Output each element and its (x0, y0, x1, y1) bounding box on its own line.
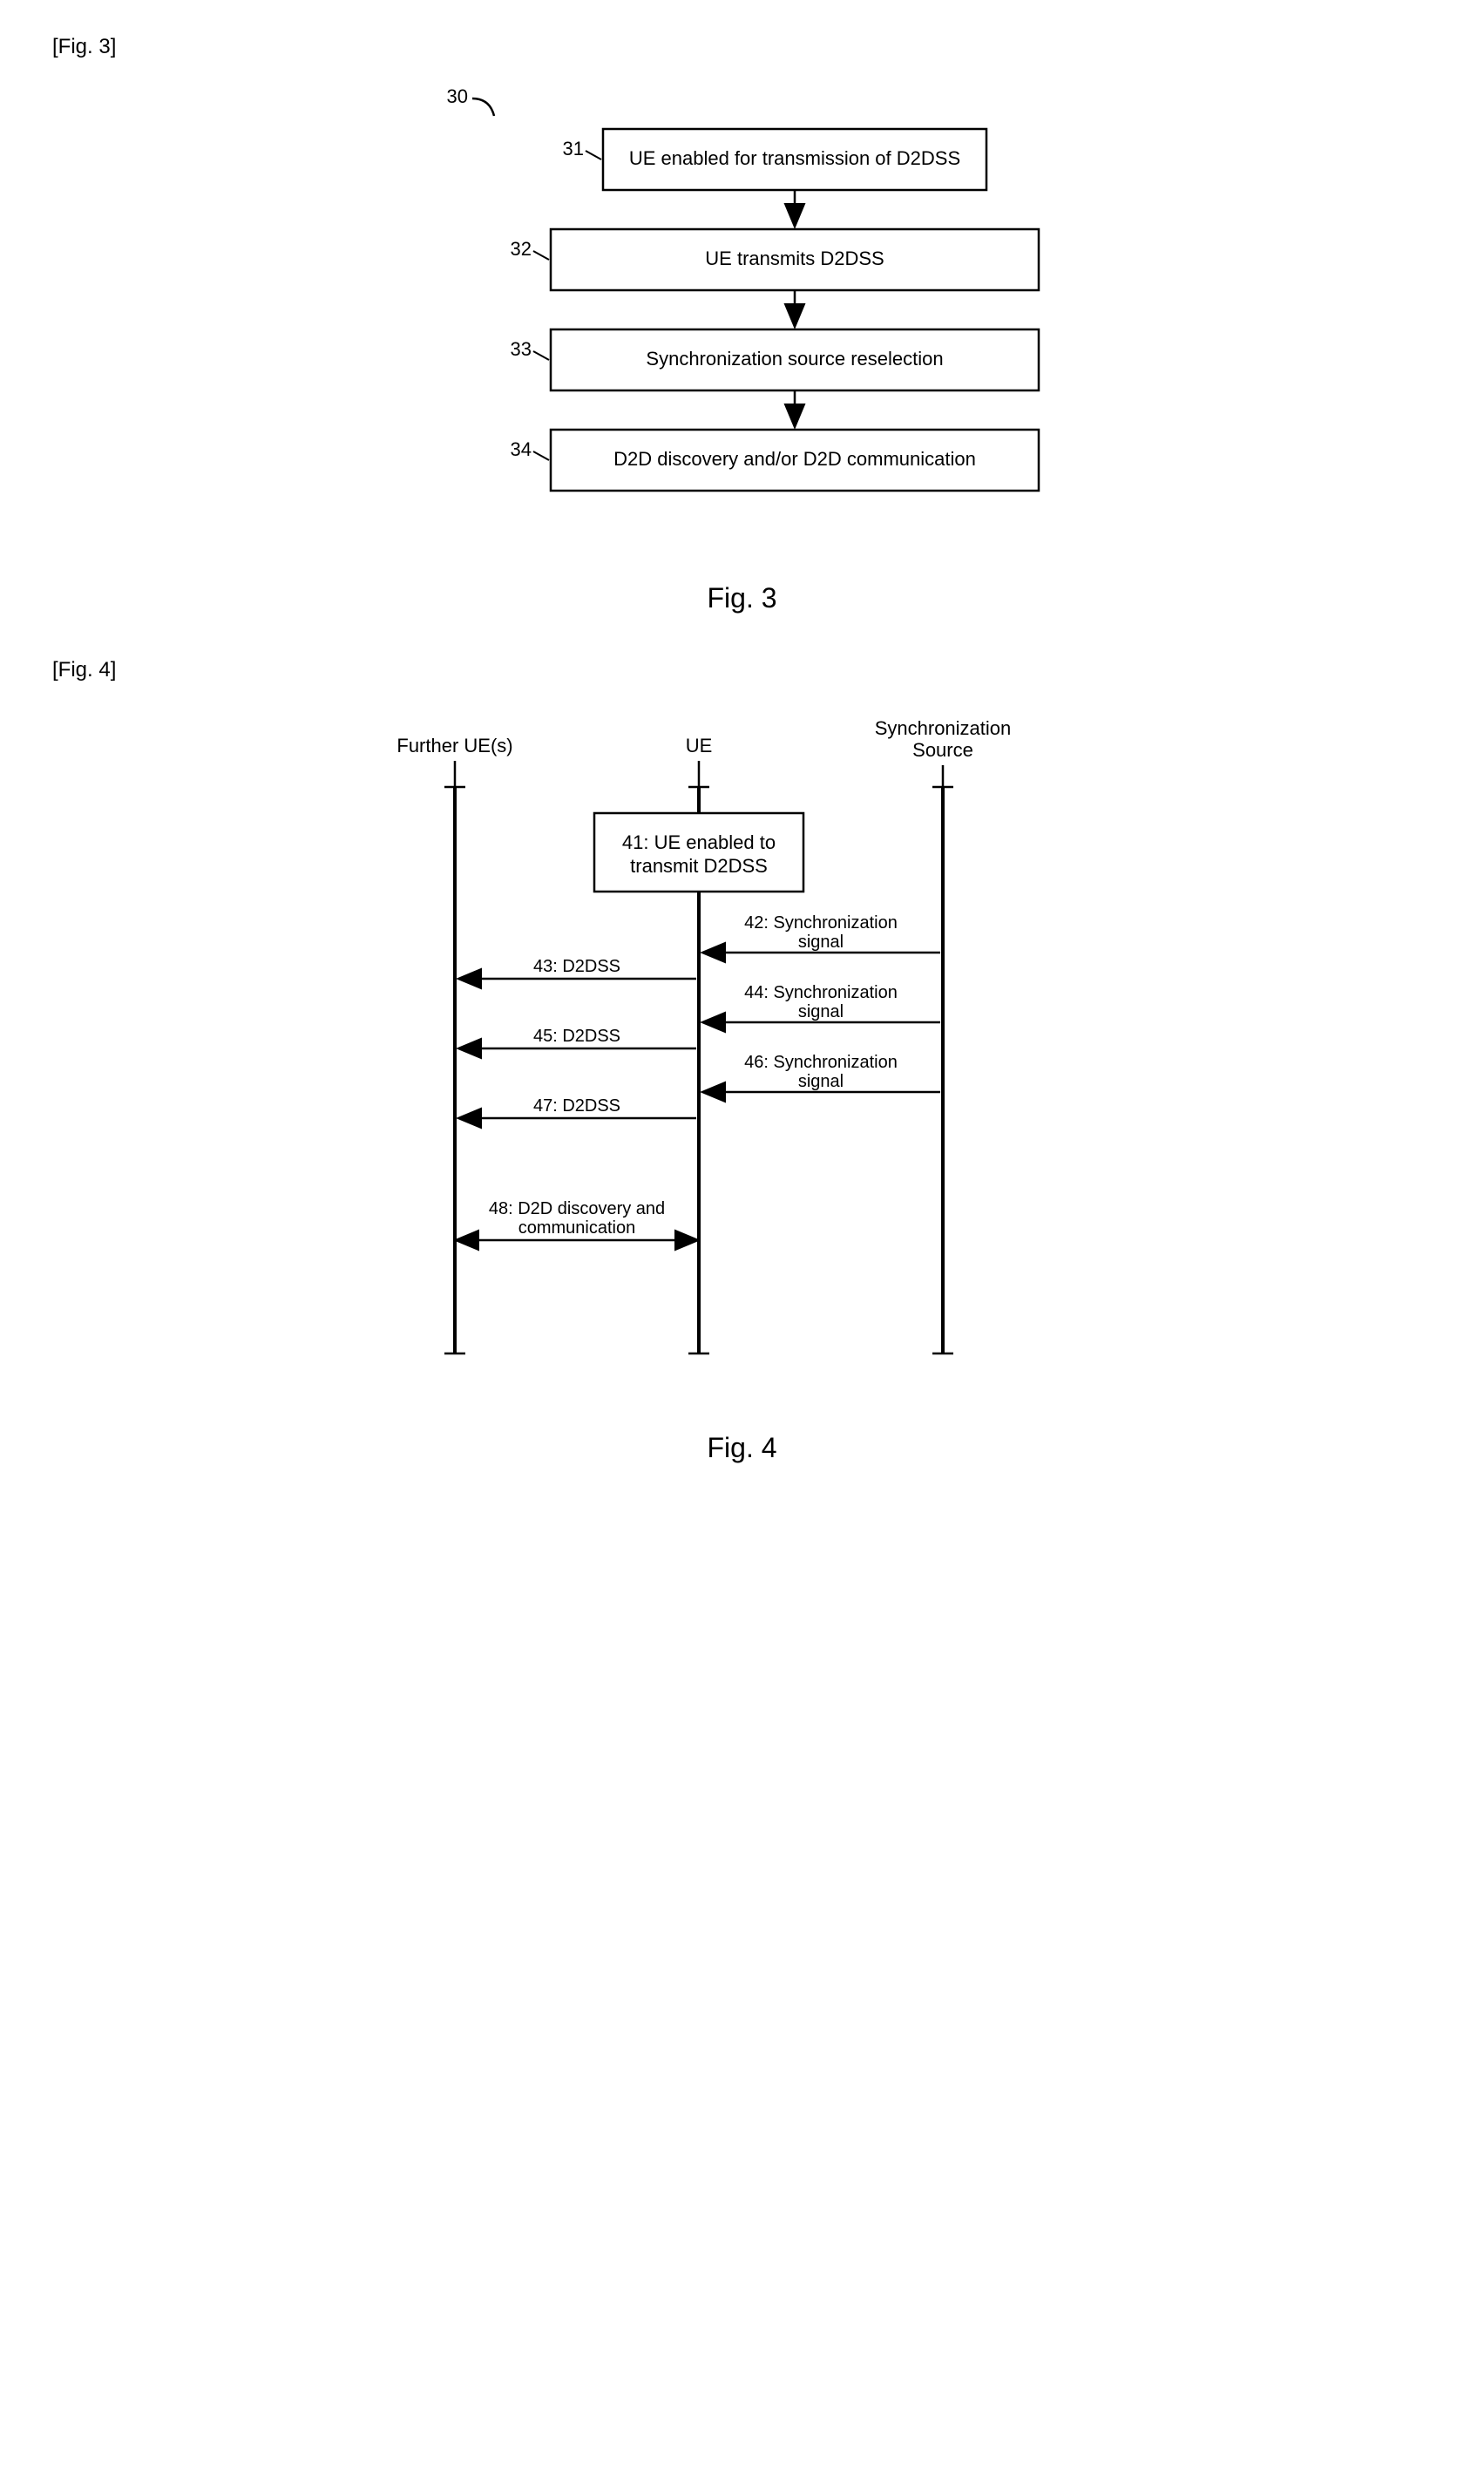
msg-1-l1: 43: D2DSS (532, 957, 620, 976)
lifeline-ue-bot (697, 892, 701, 1353)
fig3-box-32: UE transmits D2DSS 32 (510, 229, 1038, 290)
fig3-tick-32 (533, 251, 549, 260)
fig3-ref: 30 (446, 85, 467, 107)
lifeline-sync (941, 787, 945, 1353)
process-box-line2: transmit D2DSS (630, 855, 768, 877)
fig3-caption: Fig. 3 (52, 582, 1432, 614)
fig4-svg: Further UE(s) UE SynchronizationSource 41: … (350, 691, 1135, 1406)
fig3-tick-33 (533, 351, 549, 360)
fig3-tick-31 (586, 151, 601, 159)
fig3-box-34-text: D2D discovery and/or D2D communication (613, 448, 976, 470)
fig3-header: [Fig. 3] (52, 35, 1432, 59)
msg-2-l1: 44: Synchronization (744, 983, 898, 1002)
fig4-header: [Fig. 4] (52, 658, 1432, 682)
msg-6-l1: 48: D2D discovery and (488, 1199, 664, 1218)
fig3-box-34-num: 34 (510, 438, 531, 460)
msg-4-l1: 46: Synchronization (744, 1053, 898, 1072)
fig3-box-32-num: 32 (510, 238, 531, 260)
fig3-box-31-num: 31 (562, 138, 583, 159)
fig3-box-31-text: UE enabled for transmission of D2DSS (628, 147, 959, 169)
lane-ue: UE (685, 735, 712, 756)
lane-sync-2: Source (912, 739, 973, 761)
fig4-caption: Fig. 4 (52, 1432, 1432, 1464)
fig3-box-32-text: UE transmits D2DSS (705, 248, 884, 269)
fig3-tick-34 (533, 451, 549, 460)
lifeline-further (453, 787, 457, 1353)
lifeline-ue-top (697, 787, 701, 813)
fig3-box-34: D2D discovery and/or D2D communication 3… (510, 430, 1038, 491)
fig3-svg: 30 UE enabled for transmission of D2DSS … (350, 68, 1135, 556)
fig3-box-33-text: Synchronization source reselection (646, 348, 943, 370)
msg-6-l2: communication (518, 1218, 635, 1238)
msg-0-l1: 42: Synchronization (744, 913, 898, 933)
fig3-box-33: Synchronization source reselection 33 (510, 329, 1038, 390)
process-box-line1: 41: UE enabled to (621, 831, 775, 853)
msg-2-l2: signal (797, 1002, 843, 1021)
msg-5-l1: 47: D2DSS (532, 1096, 620, 1116)
lane-further: Further UE(s) (396, 735, 512, 756)
msg-3-l1: 45: D2DSS (532, 1027, 620, 1046)
msg-4-l2: signal (797, 1072, 843, 1091)
fig3-box-31: UE enabled for transmission of D2DSS 31 (562, 129, 986, 190)
fig3-ref-hook (472, 98, 494, 116)
fig3-box-33-num: 33 (510, 338, 531, 360)
msg-0-l2: signal (797, 933, 843, 952)
lane-sync-1: Synchronization (874, 717, 1011, 739)
